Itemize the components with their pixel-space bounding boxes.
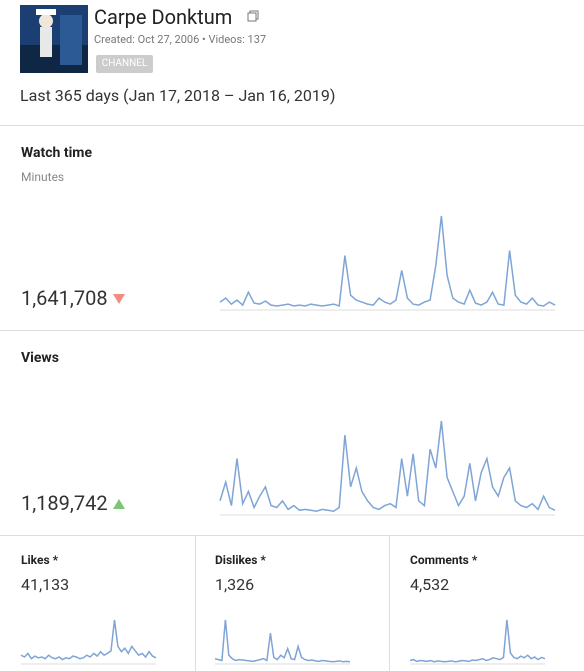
sparkline [214, 619, 351, 665]
divider [0, 330, 584, 331]
external-link-icon[interactable] [247, 10, 259, 22]
metric-total: 1,641,708 [21, 286, 108, 310]
metric-unit: Minutes [21, 170, 65, 184]
metric-title: Views [21, 350, 59, 366]
separator: • [202, 33, 206, 46]
sparkline-line [20, 619, 157, 661]
created: Created: Oct 27, 2006 [94, 33, 200, 46]
metric-total: 4,532 [410, 575, 450, 594]
sparkline [219, 420, 556, 516]
sparkline [20, 619, 157, 665]
divider [0, 535, 584, 536]
divider [195, 535, 196, 671]
sparkline-line [409, 619, 546, 663]
sparkline [409, 619, 546, 665]
divider [389, 535, 390, 671]
metric-total: 41,133 [21, 575, 70, 594]
videos: Videos: 137 [208, 33, 267, 46]
sparkline-line [219, 215, 556, 308]
sparkline [219, 215, 556, 311]
divider [0, 125, 584, 126]
sparkline-line [214, 619, 351, 663]
metric-title: Likes * [21, 553, 59, 567]
metric-title: Watch time [21, 145, 92, 161]
trend-down [113, 294, 125, 304]
channel-name[interactable]: Carpe Donktum [94, 5, 233, 29]
trend-up [113, 499, 125, 509]
metric-total: 1,326 [215, 575, 255, 594]
channel-badge: CHANNEL [96, 55, 153, 73]
metric-total: 1,189,742 [21, 491, 108, 515]
channel-avatar[interactable] [20, 5, 88, 73]
metric-title: Comments * [410, 553, 478, 567]
period: Last 365 days (Jan 17, 2018 – Jan 16, 20… [20, 86, 336, 105]
sparkline-line [219, 420, 556, 512]
metric-title: Dislikes * [215, 553, 266, 567]
channel-meta: Created: Oct 27, 2006 • Videos: 137 [94, 33, 266, 46]
